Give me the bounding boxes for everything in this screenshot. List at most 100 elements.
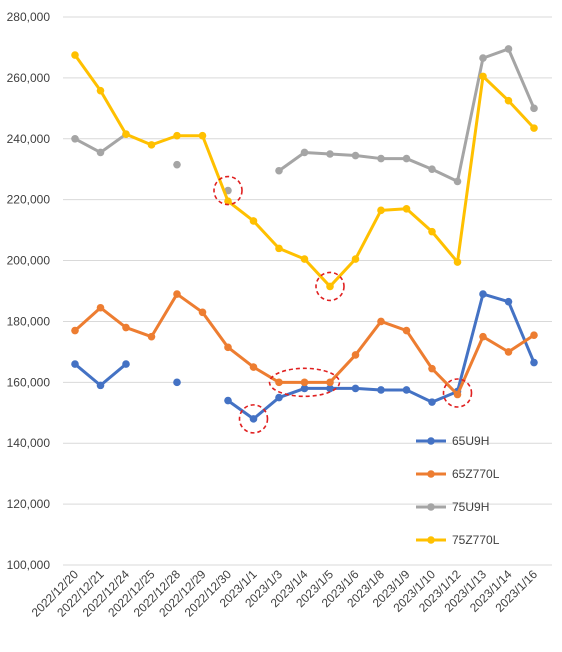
series-65U9H (71, 290, 538, 423)
legend: 65U9H 65Z770L 75U9H 75Z770L (416, 434, 500, 547)
legend-label: 65U9H (452, 434, 489, 448)
data-point (147, 141, 156, 149)
dashed-circle-annotation (213, 175, 243, 206)
y-tick-label: 140,000 (7, 436, 51, 450)
data-point (530, 358, 538, 367)
data-point (96, 148, 105, 157)
data-point (377, 317, 385, 326)
series-line (73, 53, 536, 288)
data-point (479, 332, 487, 341)
data-point (402, 326, 411, 335)
data-point (428, 227, 436, 236)
data-point (173, 160, 181, 169)
data-point (275, 166, 283, 175)
data-point (428, 398, 436, 406)
legend-label: 65Z770L (452, 467, 500, 481)
data-point (377, 154, 385, 163)
legend-swatch-marker (427, 470, 435, 478)
legend-entry: 75U9H (416, 500, 489, 514)
legend-swatch-marker (427, 536, 435, 544)
legend-entry: 65Z770L (416, 467, 500, 481)
data-point (453, 258, 462, 266)
data-point (351, 255, 360, 263)
dashed-circle-annotation (238, 404, 269, 434)
data-point (428, 165, 436, 174)
legend-swatch-marker (427, 503, 435, 511)
data-point (275, 378, 283, 387)
data-point (71, 360, 79, 368)
data-point (402, 154, 411, 163)
data-point (249, 363, 258, 371)
data-point (402, 386, 411, 394)
data-point (377, 206, 385, 215)
data-point (326, 282, 334, 291)
annotations (213, 175, 473, 434)
series-lines (71, 45, 538, 423)
data-point (198, 308, 207, 317)
dashed-circle-annotation (442, 378, 473, 408)
data-point (530, 124, 538, 132)
data-point (453, 177, 462, 186)
data-point (96, 381, 105, 390)
data-point (453, 390, 462, 399)
y-tick-label: 180,000 (7, 314, 51, 328)
y-tick-label: 240,000 (7, 132, 51, 146)
y-tick-label: 260,000 (7, 71, 51, 85)
data-point (326, 378, 334, 387)
data-point (249, 217, 258, 225)
series-65Z770L (71, 290, 538, 399)
data-point (479, 290, 487, 298)
data-point (275, 244, 283, 253)
y-tick-label: 280,000 (7, 10, 51, 24)
dashed-ellipse-annotation (268, 367, 341, 398)
data-point (122, 323, 130, 332)
data-point (428, 364, 436, 373)
data-point (351, 384, 360, 393)
legend-label: 75Z770L (452, 533, 500, 547)
y-tick-label: 200,000 (7, 254, 51, 268)
data-point (351, 151, 360, 160)
data-point (224, 396, 232, 405)
data-point (173, 131, 181, 140)
data-point (479, 54, 487, 62)
data-point (96, 86, 105, 95)
axis-tick-labels: 100,000 120,000 140,000 160,000 180,000 200,0… (7, 10, 541, 620)
series-line (226, 292, 536, 421)
y-tick-label: 120,000 (7, 497, 51, 511)
dashed-circle-annotation (315, 271, 345, 302)
series-75U9H (71, 45, 538, 195)
data-point (71, 134, 79, 143)
data-point (71, 51, 79, 59)
data-point (530, 104, 538, 113)
data-point (300, 384, 309, 393)
data-point (71, 326, 79, 335)
y-tick-label: 220,000 (7, 193, 51, 207)
data-point (504, 96, 513, 105)
data-point (479, 72, 487, 81)
legend-entry: 65U9H (416, 434, 489, 448)
data-point (504, 45, 513, 53)
legend-swatch-marker (427, 437, 435, 445)
data-point (198, 131, 207, 140)
data-point (224, 197, 232, 205)
data-point (122, 360, 130, 368)
data-point (122, 130, 130, 139)
data-point (377, 386, 385, 394)
data-point (504, 348, 513, 356)
data-point (173, 290, 181, 298)
data-point (173, 378, 181, 387)
data-point (326, 384, 334, 393)
data-point (504, 297, 513, 306)
data-point (402, 205, 411, 213)
y-tick-label: 160,000 (7, 375, 51, 389)
data-point (351, 351, 360, 359)
series-75Z770L (71, 51, 538, 291)
y-tick-label: 100,000 (7, 558, 51, 572)
data-point (249, 415, 258, 423)
data-point (300, 378, 309, 387)
data-point (224, 343, 232, 352)
legend-entry: 75Z770L (416, 533, 500, 547)
data-point (300, 255, 309, 263)
